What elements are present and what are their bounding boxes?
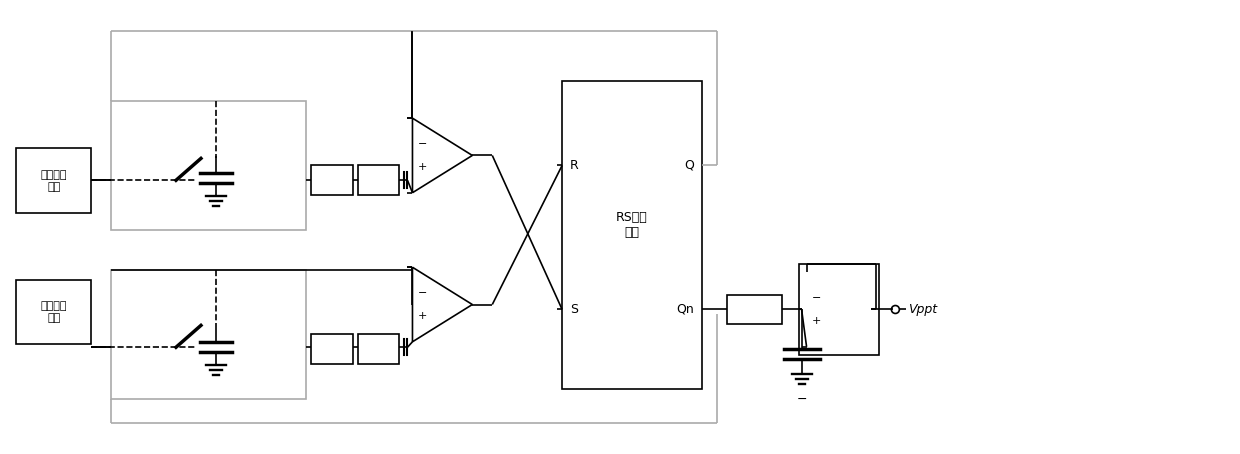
Text: −: −	[418, 287, 427, 297]
Text: Qn: Qn	[676, 303, 694, 316]
Bar	[357, 165, 399, 195]
Polygon shape	[413, 267, 472, 342]
Polygon shape	[413, 118, 472, 192]
Bar	[799, 264, 879, 355]
Bar	[727, 295, 781, 325]
Text: +: +	[418, 163, 427, 173]
Text: −: −	[418, 138, 427, 148]
Bar	[16, 148, 92, 213]
Text: R: R	[570, 159, 579, 172]
Text: S: S	[570, 303, 578, 316]
Bar	[562, 81, 702, 389]
Polygon shape	[806, 272, 872, 347]
Bar	[311, 165, 352, 195]
Text: +: +	[812, 316, 821, 326]
Bar	[16, 280, 92, 344]
Text: RS触发
电路: RS触发 电路	[616, 211, 647, 239]
Text: 电压采样
电路: 电压采样 电路	[41, 301, 67, 323]
Bar	[112, 101, 306, 230]
Text: −: −	[796, 392, 807, 405]
Text: −: −	[812, 292, 821, 302]
Text: 电流采样
电路: 电流采样 电路	[41, 170, 67, 192]
Circle shape	[892, 306, 899, 313]
Bar	[112, 270, 306, 399]
Bar	[357, 334, 399, 364]
Text: +: +	[418, 311, 427, 321]
Text: Q: Q	[684, 159, 694, 172]
Bar	[311, 334, 352, 364]
Text: Vppt: Vppt	[909, 303, 937, 316]
